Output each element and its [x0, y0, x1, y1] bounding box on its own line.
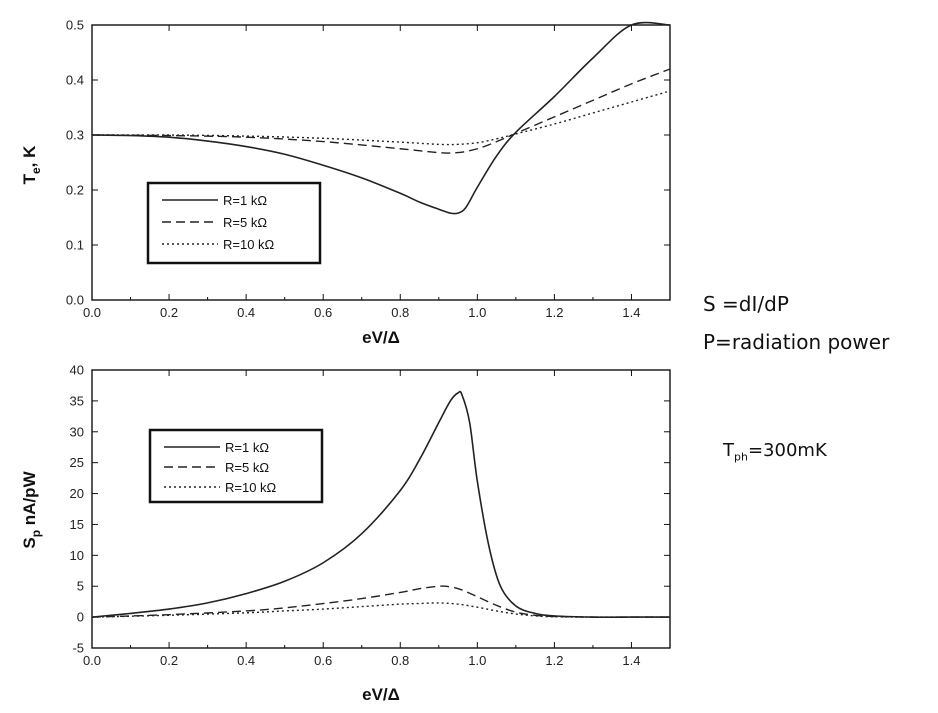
- x-axis-title: eV/Δ: [362, 328, 400, 347]
- note-definition-p: P=radiation power: [703, 330, 890, 354]
- x-tick-label: 0.4: [237, 305, 255, 320]
- y-tick-label: 40: [70, 363, 84, 378]
- series-line-dotted: [91, 602, 671, 618]
- y-axis-title-sub: p: [29, 530, 43, 537]
- y-axis-title-unit: , K: [20, 145, 39, 167]
- y-tick-label: 20: [70, 486, 84, 501]
- legend-label: R=10 kΩ: [223, 237, 275, 252]
- y-tick-label: 0.2: [66, 183, 84, 198]
- plot-frame: [91, 24, 671, 301]
- y-axis-title-main: T: [20, 173, 39, 184]
- x-tick-label: 0.2: [160, 653, 178, 668]
- note-definition-s: S =dI/dP: [703, 292, 789, 316]
- x-tick-label: 0.2: [160, 305, 178, 320]
- series-line-solid: [91, 390, 671, 619]
- x-tick-label: 0.6: [314, 305, 332, 320]
- x-tick-label: 1.0: [468, 653, 486, 668]
- y-axis-title-sub: e: [29, 167, 43, 174]
- x-tick-label: 0.0: [83, 653, 101, 668]
- y-tick-label: 5: [77, 579, 84, 594]
- series-group: [91, 390, 671, 619]
- y-tick-label: -5: [72, 641, 84, 656]
- y-tick-label: 0: [77, 610, 84, 625]
- x-tick-label: 1.4: [622, 305, 640, 320]
- x-tick-label: 0.6: [314, 653, 332, 668]
- y-tick-label: 35: [70, 393, 84, 408]
- series-line-dotted: [91, 90, 671, 146]
- x-tick-label: 0.8: [391, 653, 409, 668]
- x-tick-label: 0.8: [391, 305, 409, 320]
- y-axis-title-unit: nA/pW: [20, 470, 39, 529]
- plot-frame: [91, 369, 671, 649]
- legend-label: R=1 kΩ: [223, 193, 267, 208]
- note-phonon-temperature: Tph=300mK: [723, 440, 827, 464]
- y-tick-label: 15: [70, 517, 84, 532]
- x-tick-label: 1.2: [545, 305, 563, 320]
- legend-box: [148, 428, 324, 504]
- tick-group: 0.0 0.2 0.4 0.6 0.8 1.0 1.2 1.4 0.0 0.1 0.2 0.3 0.4 0…: [66, 18, 670, 320]
- note-tph-value: =300mK: [747, 440, 827, 461]
- series-group: [91, 21, 671, 215]
- legend-label: R=10 kΩ: [225, 480, 277, 495]
- x-tick-label: 0.0: [83, 305, 101, 320]
- legend-box: [146, 181, 322, 265]
- y-tick-label: 0.3: [66, 128, 84, 143]
- x-tick-label: 1.2: [545, 653, 563, 668]
- legend: R=1 kΩ R=5 kΩ R=10 kΩ: [146, 181, 322, 265]
- x-axis-title: eV/Δ: [362, 685, 400, 704]
- series-line-solid: [91, 21, 671, 215]
- y-axis-title-main: S: [20, 537, 39, 548]
- legend-label: R=5 kΩ: [223, 215, 267, 230]
- y-tick-label: 0.5: [66, 18, 84, 33]
- y-tick-label: 25: [70, 455, 84, 470]
- legend-label: R=1 kΩ: [225, 440, 269, 455]
- y-tick-label: 30: [70, 424, 84, 439]
- y-tick-label: 10: [70, 548, 84, 563]
- series-line-dashed: [91, 68, 671, 154]
- y-axis-title: Te, K: [20, 145, 43, 185]
- x-tick-label: 1.0: [468, 305, 486, 320]
- series-line-dashed: [91, 585, 671, 618]
- legend-label: R=5 kΩ: [225, 460, 269, 475]
- note-tph-subscript: ph: [734, 450, 748, 464]
- tick-group: 0.0 0.2 0.4 0.6 0.8 1.0 1.2 1.4 -5 0 5 10 15 20 25 30 35…: [70, 363, 670, 668]
- x-tick-label: 0.4: [237, 653, 255, 668]
- y-tick-label: 0.0: [66, 293, 84, 308]
- x-tick-label: 1.4: [622, 653, 640, 668]
- y-tick-label: 0.1: [66, 238, 84, 253]
- chart-electron-temperature: 0.0 0.2 0.4 0.6 0.8 1.0 1.2 1.4 0.0 0.1 0.2 0.3 0.4 0…: [20, 18, 671, 347]
- legend: R=1 kΩ R=5 kΩ R=10 kΩ: [148, 428, 324, 504]
- y-axis-title: Sp nA/pW: [20, 470, 43, 548]
- y-tick-label: 0.4: [66, 73, 84, 88]
- note-tph-symbol: T: [723, 440, 734, 461]
- chart-responsivity: 0.0 0.2 0.4 0.6 0.8 1.0 1.2 1.4 -5 0 5 10 15 20 25 30 35…: [20, 363, 671, 704]
